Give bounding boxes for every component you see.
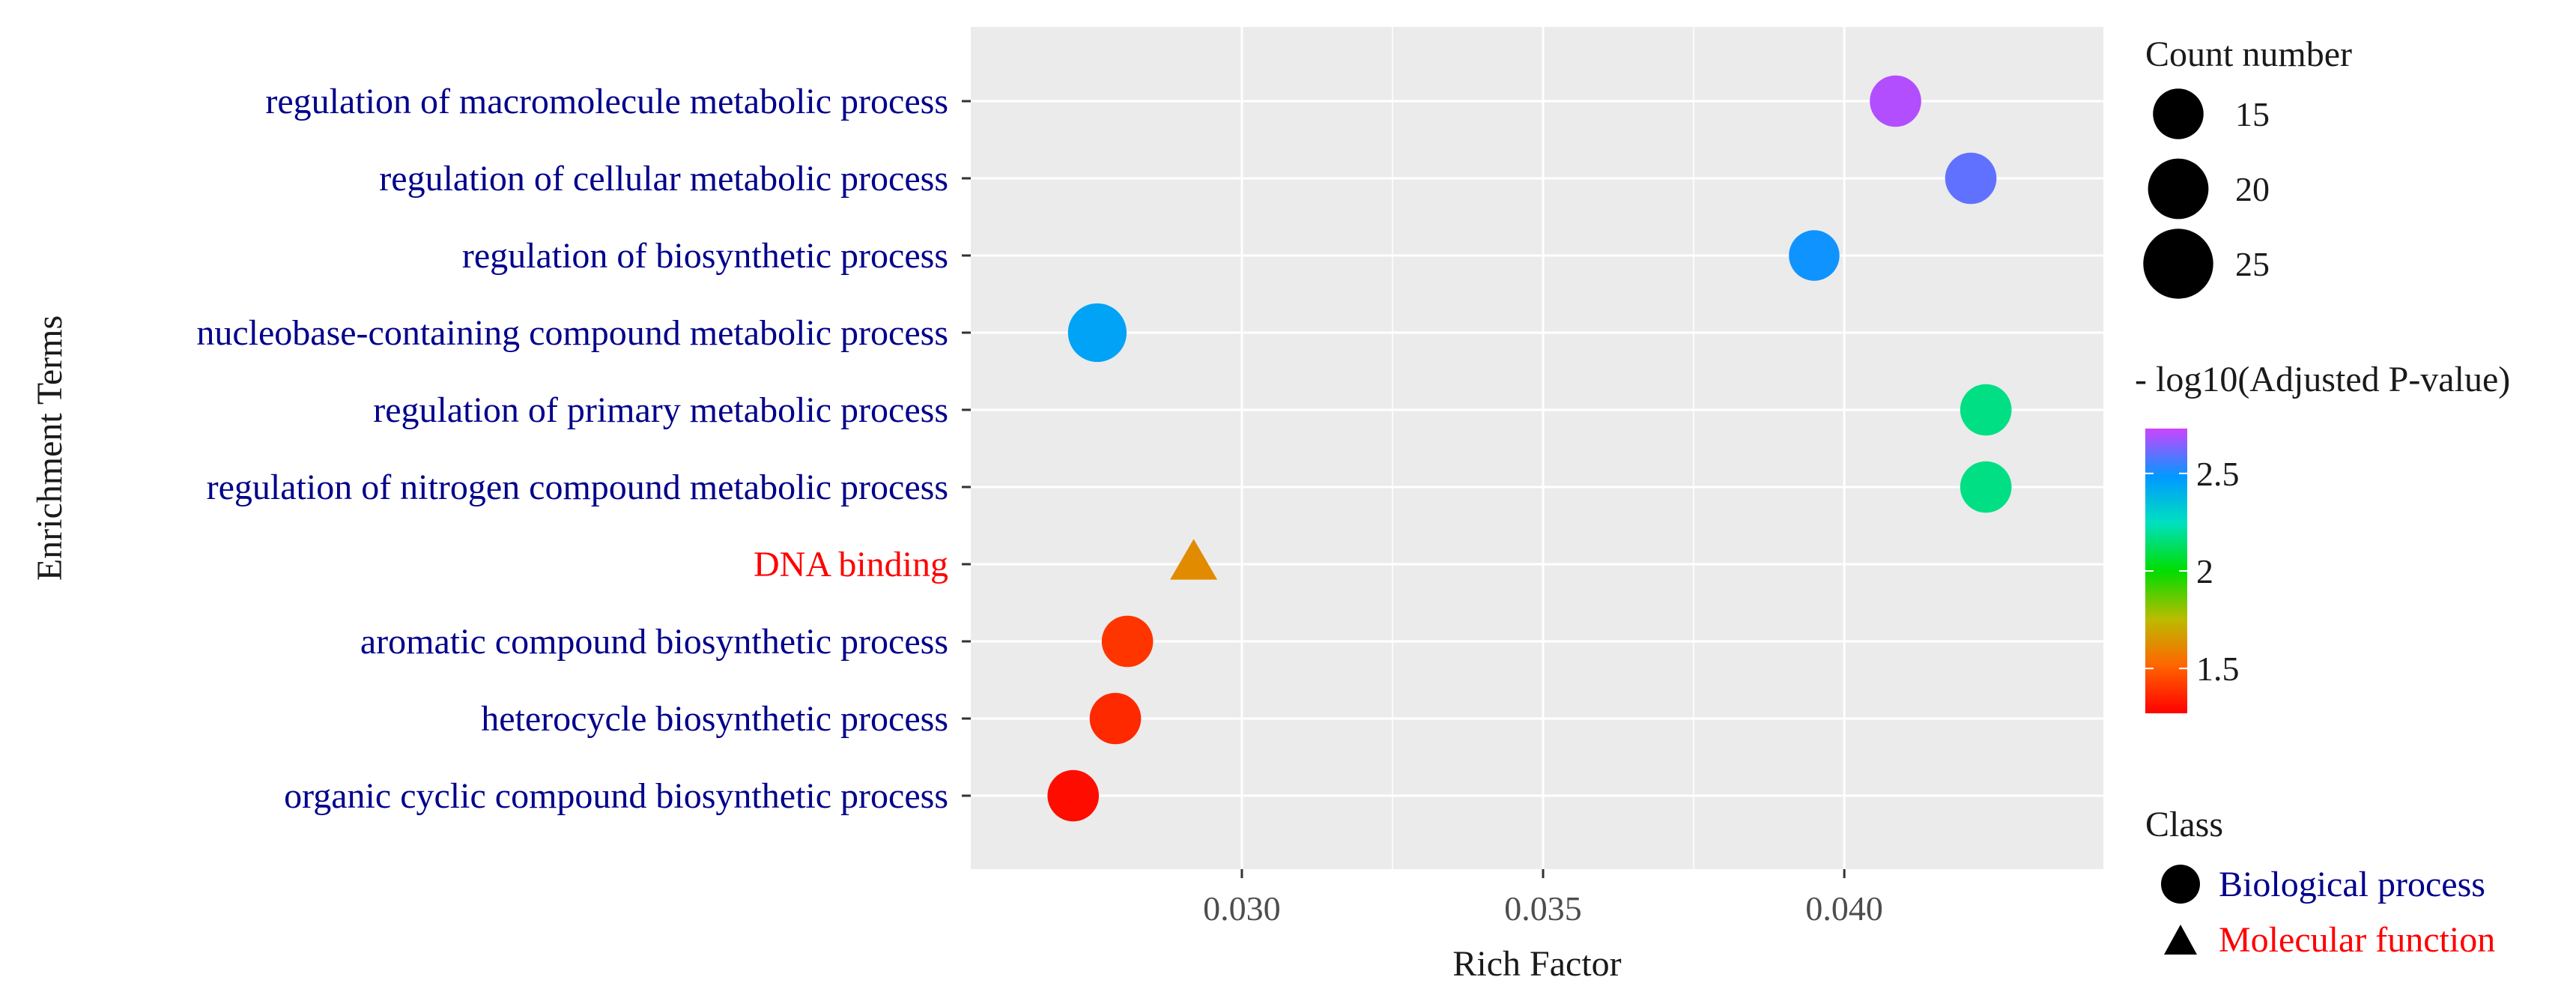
y-tick-label: heterocycle biosynthetic process [481, 699, 948, 739]
shape-legend-triangle-key [2164, 925, 2197, 955]
color-legend: - log10(Adjusted P-value) 1.5 2 2.5 [2135, 360, 2510, 713]
data-point-circle [1047, 769, 1100, 822]
size-legend-label: 25 [2235, 245, 2270, 283]
data-point-circle [1960, 461, 2012, 513]
y-axis: regulation of macromolecule metabolic pr… [196, 82, 971, 816]
size-legend: Count number 15 20 25 [2143, 34, 2352, 299]
x-tick-label: 0.035 [1504, 889, 1582, 928]
color-legend-label: 1.5 [2196, 650, 2240, 688]
shape-legend-title: Class [2145, 805, 2223, 844]
x-axis: 0.030 0.035 0.040 [1203, 869, 1883, 928]
y-tick-label: regulation of cellular metabolic process [379, 159, 948, 199]
size-legend-title: Count number [2145, 34, 2352, 74]
y-tick-label: regulation of macromolecule metabolic pr… [265, 82, 948, 121]
data-point-circle [1789, 230, 1840, 281]
size-legend-key [2153, 88, 2204, 139]
grid-lines [971, 27, 2103, 869]
x-tick-label: 0.030 [1203, 889, 1281, 928]
data-points [1047, 75, 2012, 822]
data-point-circle [1089, 692, 1142, 745]
color-legend-title: - log10(Adjusted P-value) [2135, 360, 2510, 399]
y-tick-label: DNA binding [754, 545, 948, 584]
data-point-circle [1870, 75, 1921, 127]
plot-panel [971, 27, 2103, 869]
size-legend-key [2148, 158, 2209, 220]
data-point-circle [1067, 303, 1127, 363]
y-tick-label: aromatic compound biosynthetic process [360, 622, 948, 662]
data-point-circle [1101, 615, 1154, 668]
shape-legend-label: Biological process [2219, 865, 2485, 904]
x-axis-title: Rich Factor [1452, 944, 1621, 984]
y-tick-label: nucleobase-containing compound metabolic… [196, 313, 948, 353]
shape-legend-label: Molecular function [2219, 920, 2495, 960]
data-point-circle [1945, 152, 1997, 205]
y-tick-label: regulation of primary metabolic process [373, 390, 948, 430]
y-tick-label: regulation of nitrogen compound metaboli… [207, 468, 948, 507]
size-legend-key [2143, 229, 2213, 299]
data-point-triangle [1170, 539, 1218, 580]
y-tick-label: organic cyclic compound biosynthetic pro… [284, 776, 948, 816]
size-legend-label: 20 [2235, 170, 2270, 208]
size-legend-label: 15 [2235, 95, 2270, 133]
y-tick-label: regulation of biosynthetic process [462, 236, 948, 276]
shape-legend-circle-key [2161, 865, 2200, 904]
color-legend-label: 2.5 [2196, 455, 2240, 493]
color-legend-label: 2 [2196, 552, 2213, 590]
y-axis-title: Enrichment Terms [30, 315, 70, 581]
shape-legend: Class Biological process Molecular functi… [2145, 805, 2495, 960]
data-point-circle [1960, 384, 2012, 436]
x-tick-label: 0.040 [1805, 889, 1883, 928]
